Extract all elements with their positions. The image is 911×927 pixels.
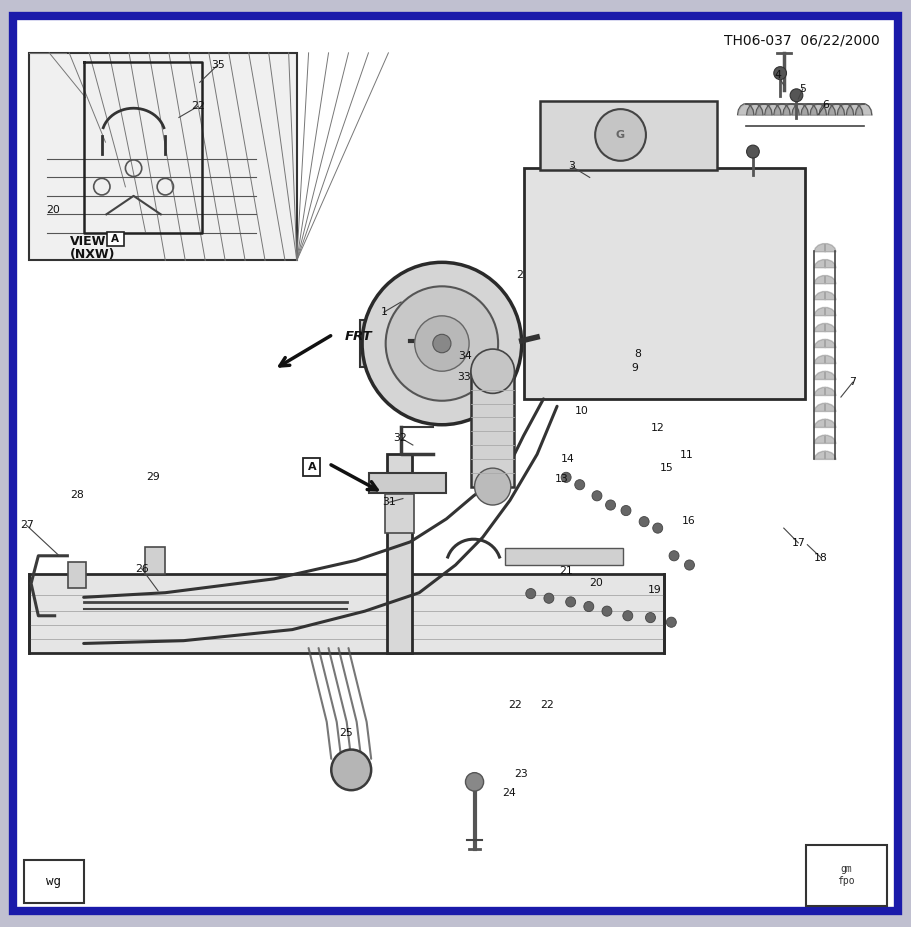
Text: 13: 13 <box>555 475 568 484</box>
Text: 1: 1 <box>381 307 387 317</box>
Circle shape <box>584 602 594 612</box>
Text: 28: 28 <box>70 489 84 500</box>
Text: A: A <box>307 463 316 472</box>
Circle shape <box>471 349 515 393</box>
Circle shape <box>544 593 554 603</box>
Text: 12: 12 <box>650 424 665 434</box>
Text: 25: 25 <box>339 728 353 738</box>
Text: 33: 33 <box>456 372 471 382</box>
Text: 6: 6 <box>822 99 829 109</box>
Circle shape <box>653 523 662 533</box>
Text: 22: 22 <box>508 700 522 710</box>
Text: 22: 22 <box>540 700 554 710</box>
Bar <box>29 574 664 653</box>
Circle shape <box>669 551 679 561</box>
Circle shape <box>566 597 576 607</box>
Bar <box>369 473 446 493</box>
Bar <box>360 321 410 366</box>
Circle shape <box>747 146 759 158</box>
Circle shape <box>666 617 676 628</box>
Circle shape <box>623 611 633 621</box>
Circle shape <box>466 772 484 791</box>
Text: 9: 9 <box>631 363 639 374</box>
Circle shape <box>640 516 650 527</box>
Text: 2: 2 <box>517 271 523 280</box>
Circle shape <box>332 750 371 790</box>
Circle shape <box>592 490 602 501</box>
Text: 3: 3 <box>568 161 575 171</box>
Text: 19: 19 <box>648 585 662 595</box>
Circle shape <box>575 479 585 489</box>
Text: 17: 17 <box>792 538 805 548</box>
FancyBboxPatch shape <box>303 459 321 476</box>
Text: 11: 11 <box>680 451 693 460</box>
Text: 14: 14 <box>561 454 575 464</box>
Text: 7: 7 <box>849 377 856 387</box>
Circle shape <box>385 286 498 400</box>
Circle shape <box>684 560 694 570</box>
Text: FRT: FRT <box>345 330 373 343</box>
Text: 29: 29 <box>146 473 159 482</box>
Text: 22: 22 <box>191 101 205 111</box>
Text: 4: 4 <box>774 70 781 80</box>
Circle shape <box>595 109 646 160</box>
Bar <box>524 168 804 399</box>
Bar <box>29 53 297 260</box>
Text: 26: 26 <box>135 564 148 574</box>
Bar <box>146 547 165 574</box>
Bar <box>471 371 515 487</box>
Text: 15: 15 <box>660 464 673 473</box>
Text: G: G <box>616 130 625 140</box>
Circle shape <box>790 89 803 102</box>
Text: 10: 10 <box>575 406 589 416</box>
Circle shape <box>475 468 511 505</box>
FancyBboxPatch shape <box>107 233 124 247</box>
Text: 32: 32 <box>394 433 407 443</box>
Text: 27: 27 <box>20 520 34 530</box>
FancyBboxPatch shape <box>805 844 887 906</box>
Circle shape <box>606 500 616 510</box>
Text: 18: 18 <box>814 552 828 563</box>
Circle shape <box>526 589 536 599</box>
Bar <box>68 563 87 588</box>
Text: 21: 21 <box>559 566 573 577</box>
Text: gm
fpo: gm fpo <box>837 864 855 886</box>
Text: A: A <box>111 235 119 244</box>
Circle shape <box>621 505 631 515</box>
Circle shape <box>561 472 571 482</box>
Text: 34: 34 <box>458 351 472 362</box>
Circle shape <box>433 335 451 353</box>
Text: 35: 35 <box>211 60 225 70</box>
Bar <box>540 101 717 170</box>
Text: 20: 20 <box>589 578 603 589</box>
Text: TH06-037  06/22/2000: TH06-037 06/22/2000 <box>724 33 880 47</box>
Bar <box>506 549 623 565</box>
Text: 23: 23 <box>514 769 527 780</box>
Circle shape <box>602 606 612 616</box>
Circle shape <box>362 262 522 425</box>
Text: 20: 20 <box>46 205 60 215</box>
Circle shape <box>773 67 786 80</box>
FancyBboxPatch shape <box>24 860 84 903</box>
Circle shape <box>646 613 655 623</box>
Text: 8: 8 <box>634 349 641 359</box>
Text: 31: 31 <box>383 497 396 507</box>
Text: 16: 16 <box>681 515 695 526</box>
Text: 24: 24 <box>502 788 516 798</box>
Bar <box>386 454 412 653</box>
Text: wg: wg <box>46 875 61 888</box>
Text: (NXW): (NXW) <box>70 248 116 261</box>
Circle shape <box>415 316 469 371</box>
Bar <box>384 494 414 533</box>
Text: 5: 5 <box>799 83 806 94</box>
Text: VIEW: VIEW <box>70 235 107 248</box>
